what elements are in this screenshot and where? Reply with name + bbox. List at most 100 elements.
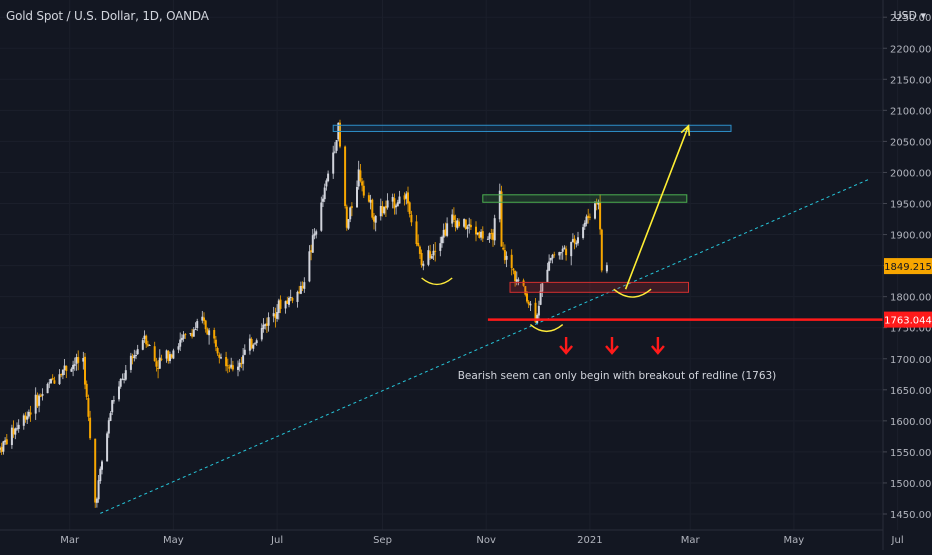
candle-body [367, 195, 370, 202]
candle-body [490, 233, 493, 235]
candle-body [84, 356, 86, 385]
candle-body [16, 428, 18, 430]
candle-body [136, 349, 139, 355]
candle-body [70, 368, 73, 372]
candle-body [486, 238, 489, 240]
candle-body [237, 366, 239, 370]
candle-body [476, 232, 479, 235]
candle-body [315, 231, 318, 235]
candle-body [58, 374, 61, 385]
candle-body [4, 440, 7, 443]
candle-body [410, 214, 413, 223]
candle-body [405, 193, 408, 199]
candle-body [192, 329, 195, 337]
candle-body [573, 238, 576, 244]
candle-body [85, 383, 88, 397]
candle-body [39, 395, 42, 397]
candle-body [541, 283, 544, 292]
candle-body [553, 254, 556, 256]
candle-body [155, 361, 158, 367]
candle-body [432, 250, 435, 256]
candle-body [558, 252, 561, 256]
x-tick-label: Nov [476, 535, 496, 546]
candle-body [228, 366, 231, 369]
candle-body [107, 420, 110, 434]
candle-body [38, 395, 41, 406]
candle-body [157, 367, 160, 369]
candle-body [184, 334, 187, 336]
candle-body [488, 233, 491, 239]
candle-layer [0, 119, 608, 508]
candle-body [225, 357, 228, 367]
candle-body [369, 199, 372, 203]
candle-body [386, 200, 389, 208]
candle-body [196, 321, 199, 328]
candle-body [493, 218, 496, 241]
candle-body [60, 373, 63, 376]
y-tick-label: 2250.000 [890, 13, 932, 24]
x-tick-label: 2021 [577, 535, 602, 546]
candle-body [303, 282, 306, 289]
candle-body [279, 299, 282, 309]
candle-body [148, 345, 151, 347]
candle-body [248, 338, 251, 351]
candle-body [216, 348, 219, 354]
y-tick-label: 1950.000 [890, 200, 932, 211]
candle-body [384, 205, 387, 209]
candle-body [289, 296, 292, 298]
candle-body [594, 203, 596, 219]
y-tick-label: 2000.000 [890, 168, 932, 179]
candle-body [454, 220, 457, 228]
candle-body [153, 346, 156, 362]
candle-body [456, 220, 459, 229]
candle-body [347, 219, 350, 229]
candle-body [172, 350, 175, 359]
y-tick-label: 2200.000 [890, 44, 932, 55]
resistance-box-top [332, 124, 732, 132]
price-label-redline: 1763.044 [884, 316, 932, 327]
y-tick-label: 1500.000 [890, 479, 932, 490]
candle-body [170, 354, 173, 358]
candle-body [10, 427, 13, 446]
candle-body [298, 291, 301, 293]
candle-body [5, 439, 8, 445]
candle-body [605, 265, 608, 272]
candle-body [201, 316, 204, 321]
symbol-title[interactable]: Gold Spot / U.S. Dollar, 1D, OANDA [6, 9, 209, 23]
price-label-bg [884, 311, 932, 328]
candle-body [500, 191, 503, 247]
candle-body [252, 344, 255, 349]
candle-body [526, 293, 528, 302]
candle-body [339, 122, 341, 147]
candle-body [420, 252, 423, 265]
candle-body [514, 270, 517, 282]
candle-body [250, 338, 253, 348]
candle-body [335, 140, 338, 151]
candle-body [286, 300, 289, 304]
candle-body [391, 196, 394, 202]
down-arrow-icon [559, 345, 574, 355]
y-tick-label: 1550.000 [890, 448, 932, 459]
down-arrow-icon [650, 345, 665, 355]
currency-selector[interactable]: USD ▾ [893, 9, 926, 22]
x-tick-label: Jul [891, 535, 904, 546]
candle-body [87, 398, 90, 417]
candle-body [575, 242, 578, 245]
down-arrow-icon [605, 345, 619, 355]
candle-body [112, 400, 115, 402]
candle-body [189, 333, 192, 335]
candle-body [65, 365, 68, 371]
candle-body [46, 383, 49, 394]
candle-body [24, 415, 27, 420]
candle-body [577, 237, 579, 244]
candle-body [480, 231, 483, 238]
candle-body [119, 378, 122, 387]
candle-body [63, 365, 66, 370]
candle-body [242, 355, 245, 364]
candle-body [502, 247, 505, 250]
y-tick-label: 2150.000 [890, 75, 932, 86]
candle-body [510, 254, 513, 268]
candle-body [422, 263, 425, 267]
